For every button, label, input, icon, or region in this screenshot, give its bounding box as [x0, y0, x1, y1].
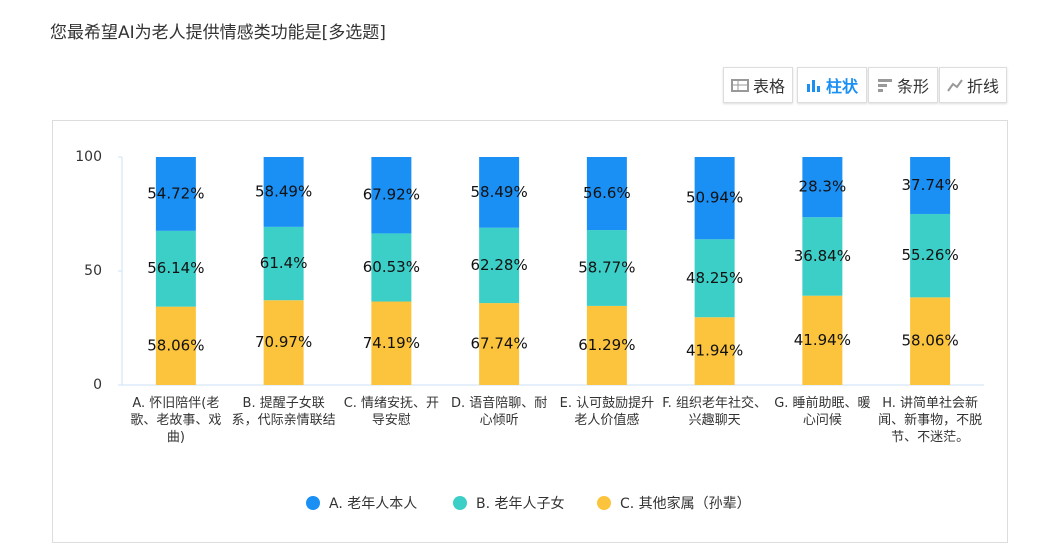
bar-icon: [806, 80, 820, 92]
x-label-box: B. 提醒子女联系，代际亲情联结: [231, 396, 336, 428]
bar-segment: [910, 297, 951, 385]
data-label: 54.72%: [147, 184, 204, 202]
bar-segment: [694, 157, 735, 240]
data-label: 50.94%: [686, 189, 743, 207]
x-label-box: H. 讲简单社会新闻、新事物，不脱节、不迷茫。: [878, 396, 983, 445]
y-tick-label: 50: [84, 263, 102, 279]
data-label: 67.92%: [363, 186, 420, 204]
data-label: 58.06%: [902, 332, 959, 350]
data-label: 58.06%: [147, 336, 204, 354]
bar-button[interactable]: 柱状: [797, 67, 867, 103]
x-tick-label: G. 睡前助眠、暖心问候: [774, 396, 871, 428]
data-label: 58.49%: [471, 183, 528, 201]
data-label: 41.94%: [794, 331, 851, 349]
x-label-box: C. 情绪安抚、开导安慰: [343, 396, 440, 428]
data-label: 60.53%: [363, 258, 420, 276]
legend-swatch: [453, 496, 467, 510]
line-button[interactable]: 折线: [939, 67, 1007, 103]
bar-segment: [479, 303, 520, 385]
button-label: 条形: [896, 77, 929, 96]
data-label: 67.74%: [471, 335, 528, 353]
table-icon: [730, 79, 749, 92]
bar-segment: [479, 227, 520, 304]
bar-segment: [694, 239, 735, 318]
bar-segment: [694, 317, 735, 385]
data-label: 74.19%: [363, 334, 420, 352]
x-tick-label: H. 讲简单社会新闻、新事物，不脱节、不迷茫。: [878, 396, 983, 445]
x-label-box: D. 语音陪聊、耐心倾听: [450, 396, 548, 428]
hbar-button[interactable]: 条形: [868, 67, 938, 103]
x-label-box: A. 怀旧陪伴(老歌、老故事、戏曲): [130, 396, 222, 445]
legend-label: C. 其他家属（孙辈）: [620, 495, 751, 512]
table-button[interactable]: 表格: [723, 67, 793, 103]
legend-label: B. 老年人子女: [476, 495, 565, 512]
x-tick-label: B. 提醒子女联系，代际亲情联结: [231, 396, 336, 428]
x-tick-label: E. 认可鼓励提升老人价值感: [559, 396, 655, 428]
data-label: 28.3%: [799, 178, 847, 196]
data-label: 61.4%: [260, 254, 308, 272]
x-tick-label: F. 组织老年社交、兴趣聊天: [662, 396, 767, 428]
bar-segment: [910, 213, 951, 298]
data-label: 58.77%: [578, 258, 635, 276]
bar-segment: [586, 157, 627, 231]
bar-segment: [910, 157, 951, 214]
bar-segment: [479, 157, 520, 228]
bar-segment: [802, 157, 843, 218]
x-tick-label: C. 情绪安抚、开导安慰: [343, 396, 440, 428]
data-label: 56.14%: [147, 259, 204, 277]
line-icon: [947, 79, 963, 92]
chart-panel: [52, 120, 1008, 543]
x-label-box: F. 组织老年社交、兴趣聊天: [662, 396, 767, 428]
page-title: 您最希望AI为老人提供情感类功能是[多选题]: [50, 23, 386, 43]
bar-segment: [586, 230, 627, 306]
bar-segment: [371, 301, 412, 385]
data-label: 62.28%: [471, 256, 528, 274]
bar-segment: [371, 157, 412, 234]
data-label: 56.6%: [583, 184, 631, 202]
x-tick-label: A. 怀旧陪伴(老歌、老故事、戏曲): [130, 396, 222, 445]
data-label: 61.29%: [578, 336, 635, 354]
button-label: 表格: [752, 77, 785, 96]
x-label-box: E. 认可鼓励提升老人价值感: [559, 396, 655, 428]
legend-swatch: [306, 496, 320, 510]
x-tick-label: D. 语音陪聊、耐心倾听: [450, 396, 548, 428]
x-label-box: G. 睡前助眠、暖心问候: [774, 396, 871, 428]
data-label: 36.84%: [794, 247, 851, 265]
bar-segment: [155, 230, 196, 307]
y-tick-label: 0: [93, 377, 102, 393]
bar-segment: [802, 217, 843, 296]
bar-segment: [155, 157, 196, 231]
data-label: 70.97%: [255, 333, 312, 351]
hbar-icon: [877, 79, 892, 92]
button-label: 柱状: [825, 77, 858, 96]
y-tick-label: 100: [75, 149, 102, 165]
bar-segment: [263, 157, 304, 227]
button-label: 折线: [966, 77, 999, 96]
data-label: 58.49%: [255, 182, 312, 200]
bar-segment: [802, 295, 843, 385]
bar-segment: [263, 300, 304, 385]
legend-swatch: [597, 496, 611, 510]
data-label: 37.74%: [902, 176, 959, 194]
bar-segment: [155, 306, 196, 385]
data-label: 41.94%: [686, 342, 743, 360]
data-label: 55.26%: [902, 246, 959, 264]
bar-segment: [371, 233, 412, 302]
bar-segment: [586, 305, 627, 385]
data-label: 48.25%: [686, 269, 743, 287]
bar-segment: [263, 226, 304, 301]
legend-label: A. 老年人本人: [329, 496, 417, 512]
